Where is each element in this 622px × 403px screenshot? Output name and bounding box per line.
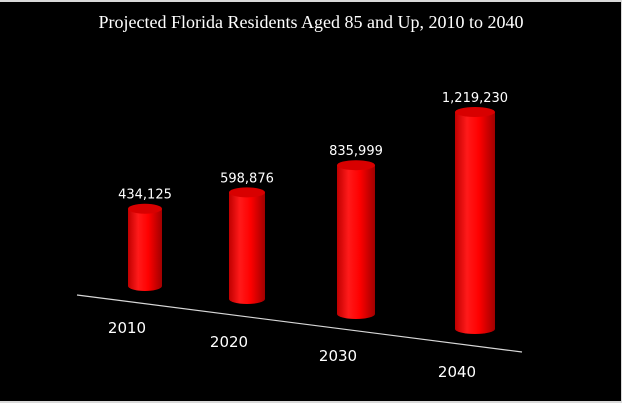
data-label: 1,219,230 [442, 91, 508, 106]
x-tick-label: 2040 [438, 363, 476, 381]
data-label: 434,125 [118, 188, 172, 203]
bar-top [229, 187, 265, 198]
bar-2040 [455, 106, 495, 335]
data-label: 835,999 [329, 144, 383, 159]
x-tick-label: 2010 [108, 319, 146, 337]
bar-body [128, 208, 162, 291]
bar-body [455, 111, 495, 335]
chart-title: Projected Florida Residents Aged 85 and … [98, 12, 524, 32]
bar-2010 [128, 203, 162, 291]
bar-2020 [229, 187, 265, 304]
bar-top [455, 106, 495, 117]
bar-top [337, 160, 375, 171]
x-tick-label: 2020 [210, 333, 248, 351]
x-axis-line [76, 294, 523, 353]
data-label: 598,876 [220, 171, 274, 186]
bar-body [229, 192, 265, 304]
bar-body [337, 165, 375, 319]
bar-2030 [337, 160, 375, 319]
bar-top [128, 203, 162, 214]
x-tick-label: 2030 [319, 347, 357, 365]
